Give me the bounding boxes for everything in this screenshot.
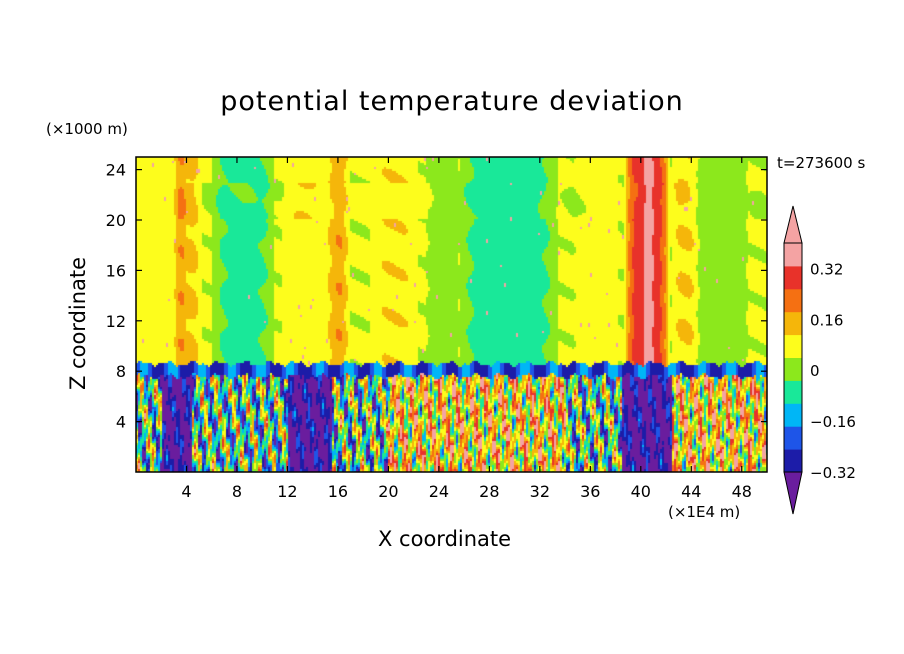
colorbar-under-arrow bbox=[783, 471, 803, 515]
x-tick-label: 12 bbox=[277, 482, 297, 501]
x-tick-label: 8 bbox=[232, 482, 242, 501]
colorbar-tick-label: −0.32 bbox=[810, 464, 856, 482]
x-tick-label: 28 bbox=[479, 482, 499, 501]
y-tick-label: 20 bbox=[106, 211, 126, 230]
colorbar-over-arrow bbox=[783, 205, 803, 244]
colorbar-swatch bbox=[784, 403, 802, 427]
y-tick-label: 8 bbox=[116, 362, 126, 381]
colorbar-swatch bbox=[784, 311, 802, 336]
colorbar-tick-label: 0.32 bbox=[810, 260, 843, 278]
x-tick-label: 24 bbox=[429, 482, 449, 501]
heatmap-raster bbox=[136, 157, 767, 472]
plot-frame bbox=[135, 156, 768, 473]
colorbar-swatch bbox=[784, 357, 802, 381]
colorbar-tick-label: 0.16 bbox=[810, 311, 843, 329]
colorbar-swatch bbox=[784, 449, 802, 473]
x-tick-label: 20 bbox=[378, 482, 398, 501]
colorbar-tick-label: 0 bbox=[810, 362, 820, 380]
x-tick-label: 44 bbox=[681, 482, 701, 501]
colorbar-swatch bbox=[784, 380, 802, 404]
y-tick-label: 16 bbox=[106, 261, 126, 280]
y-tick-label: 24 bbox=[106, 161, 126, 180]
colorbar-swatch bbox=[784, 426, 802, 450]
y-tick-label: 12 bbox=[106, 312, 126, 331]
x-tick-label: 48 bbox=[732, 482, 752, 501]
x-axis-title: X coordinate bbox=[378, 527, 512, 551]
x-tick-label: 32 bbox=[530, 482, 550, 501]
colorbar: −0.32 −0.16 0 0.16 0.32 bbox=[783, 205, 856, 515]
x-tick-label: 36 bbox=[580, 482, 600, 501]
y-tick-label: 4 bbox=[116, 413, 126, 432]
colorbar-swatch bbox=[784, 334, 802, 358]
z-axis-unit-label: (×1000 m) bbox=[46, 120, 128, 138]
time-label: t=273600 s bbox=[777, 154, 866, 172]
colorbar-frame bbox=[783, 242, 803, 473]
x-axis-unit-label: (×1E4 m) bbox=[668, 503, 741, 521]
colorbar-swatch bbox=[784, 288, 802, 313]
x-tick-label: 4 bbox=[181, 482, 191, 501]
chart-title: potential temperature deviation bbox=[220, 86, 684, 117]
colorbar-tick-label: −0.16 bbox=[810, 413, 856, 431]
x-tick-label: 16 bbox=[328, 482, 348, 501]
colorbar-swatch bbox=[784, 265, 802, 290]
heatmap-field bbox=[136, 157, 767, 472]
colorbar-swatch bbox=[784, 243, 802, 267]
x-tick-label: 40 bbox=[631, 482, 651, 501]
